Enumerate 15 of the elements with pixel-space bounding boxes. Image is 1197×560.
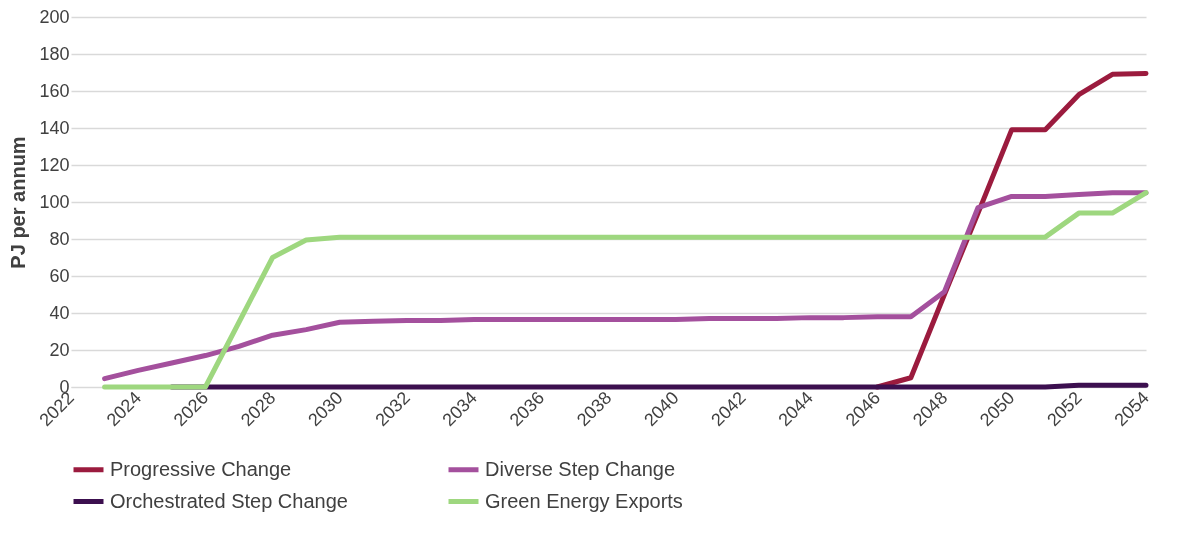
y-axis-title: PJ per annum [7,136,30,269]
y-tick-label: 140 [39,117,70,138]
y-tick-label: 80 [49,228,70,249]
y-tick-label: 160 [39,80,70,101]
legend-label: Diverse Step Change [485,457,676,480]
y-tick-label: 40 [49,302,70,323]
legend-label: Orchestrated Step Change [110,489,348,512]
y-tick-label: 100 [39,191,70,212]
y-tick-label: 60 [49,265,70,286]
y-tick-label: 120 [39,154,70,175]
legend-label: Progressive Change [110,457,292,480]
legend-label: Green Energy Exports [485,489,683,512]
y-tick-label: 200 [39,6,70,27]
y-tick-label: 20 [49,339,70,360]
y-tick-label: 180 [39,43,70,64]
